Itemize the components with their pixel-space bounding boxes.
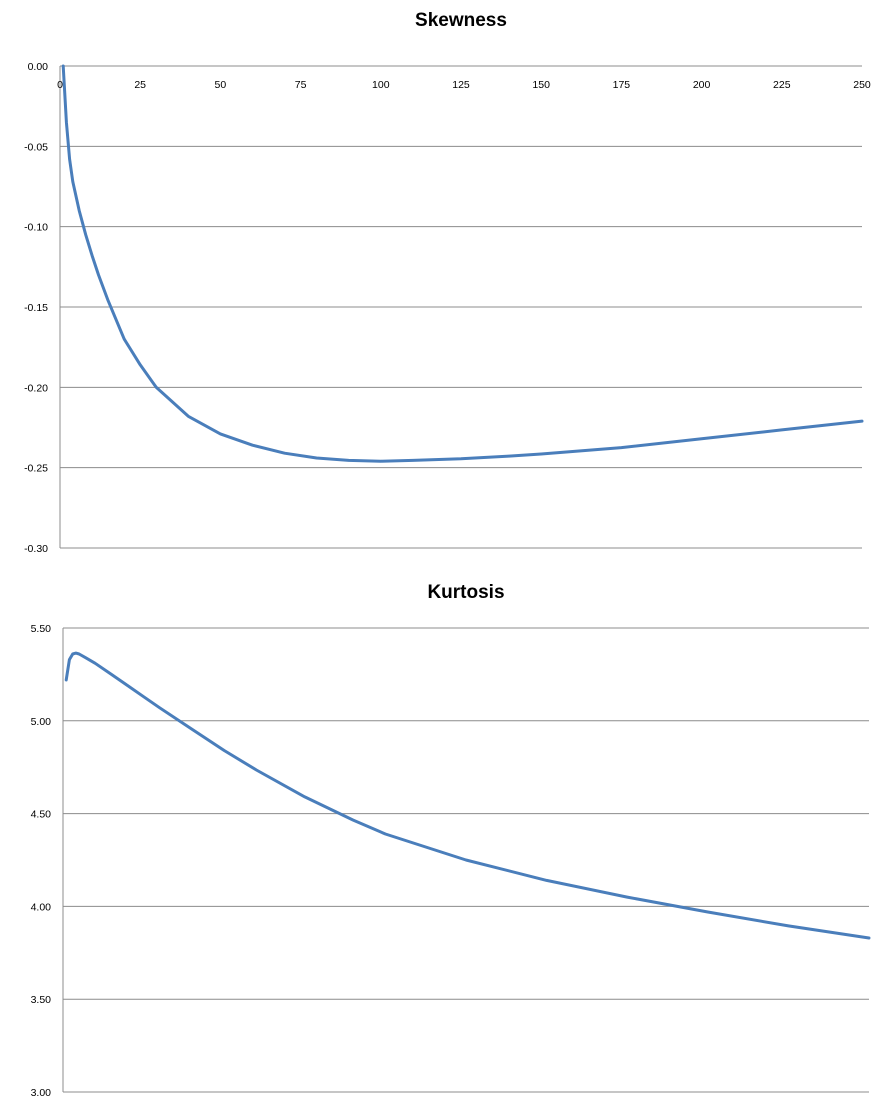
skewness-y-tick-label: -0.05 bbox=[24, 141, 48, 153]
kurtosis-series-line bbox=[64, 651, 871, 940]
skewness-x-tick-label: 50 bbox=[215, 79, 227, 91]
skewness-x-tick-label: 250 bbox=[853, 79, 871, 91]
skewness-title: Skewness bbox=[415, 10, 507, 31]
kurtosis-x-tick-label: 150 bbox=[538, 1103, 556, 1105]
kurtosis-x-tick-label: 75 bbox=[299, 1103, 311, 1105]
skewness-y-tick-label: -0.20 bbox=[24, 382, 48, 394]
skewness-x-tick-label: 150 bbox=[532, 79, 550, 91]
kurtosis-y-tick-label: 5.00 bbox=[31, 716, 52, 728]
kurtosis-y-tick-label: 4.50 bbox=[31, 809, 52, 821]
kurtosis-x-tick-label: 175 bbox=[618, 1103, 636, 1105]
kurtosis-x-tick-label: 250 bbox=[860, 1103, 878, 1105]
kurtosis-x-tick-label: 0 bbox=[60, 1103, 66, 1105]
kurtosis-x-tick-label: 125 bbox=[457, 1103, 475, 1105]
kurtosis-y-tick-label: 3.50 bbox=[31, 994, 52, 1006]
kurtosis-title: Kurtosis bbox=[427, 582, 504, 603]
kurtosis-x-tick-label: 50 bbox=[218, 1103, 230, 1105]
kurtosis-y-tick-label: 4.00 bbox=[31, 901, 52, 913]
skewness-x-tick-label: 75 bbox=[295, 79, 307, 91]
skewness-x-tick-label: 175 bbox=[613, 79, 631, 91]
skewness-y-tick-label: -0.30 bbox=[24, 543, 48, 555]
skewness-series-line bbox=[61, 64, 864, 463]
skewness-chart-svg: Skewness 0.00 -0.05 -0.10 -0.15 -0.20 -0.25 -0.… bbox=[24, 10, 871, 555]
kurtosis-chart-svg: Kurtosis 5.50 5.00 4.50 4.00 3.50 3.00 0 25 50 75 1… bbox=[31, 582, 878, 1105]
skewness-x-tick-label: 125 bbox=[452, 79, 470, 91]
skewness-x-tick-label: 100 bbox=[372, 79, 390, 91]
kurtosis-x-tick-label: 200 bbox=[699, 1103, 717, 1105]
skewness-y-tick-label: -0.25 bbox=[24, 463, 48, 475]
skewness-x-tick-label: 0 bbox=[57, 79, 63, 91]
skewness-y-tick-label: 0.00 bbox=[28, 61, 49, 73]
skewness-chart: Skewness 0.00 -0.05 -0.10 -0.15 -0.20 -0.25 -0.… bbox=[24, 10, 871, 555]
skewness-x-tick-label: 25 bbox=[134, 79, 146, 91]
skewness-x-tick-label: 200 bbox=[693, 79, 711, 91]
kurtosis-y-tick-label: 3.00 bbox=[31, 1087, 52, 1099]
skewness-y-tick-label: -0.15 bbox=[24, 302, 48, 314]
skewness-y-tick-label: -0.10 bbox=[24, 222, 48, 234]
skewness-x-tick-label: 225 bbox=[773, 79, 791, 91]
kurtosis-x-tick-label: 25 bbox=[138, 1103, 150, 1105]
kurtosis-chart: Kurtosis 5.50 5.00 4.50 4.00 3.50 3.00 0 25 50 75 1… bbox=[0, 570, 883, 1105]
kurtosis-y-tick-label: 5.50 bbox=[31, 623, 52, 635]
kurtosis-x-tick-label: 100 bbox=[377, 1103, 395, 1105]
kurtosis-x-tick-label: 225 bbox=[780, 1103, 798, 1105]
